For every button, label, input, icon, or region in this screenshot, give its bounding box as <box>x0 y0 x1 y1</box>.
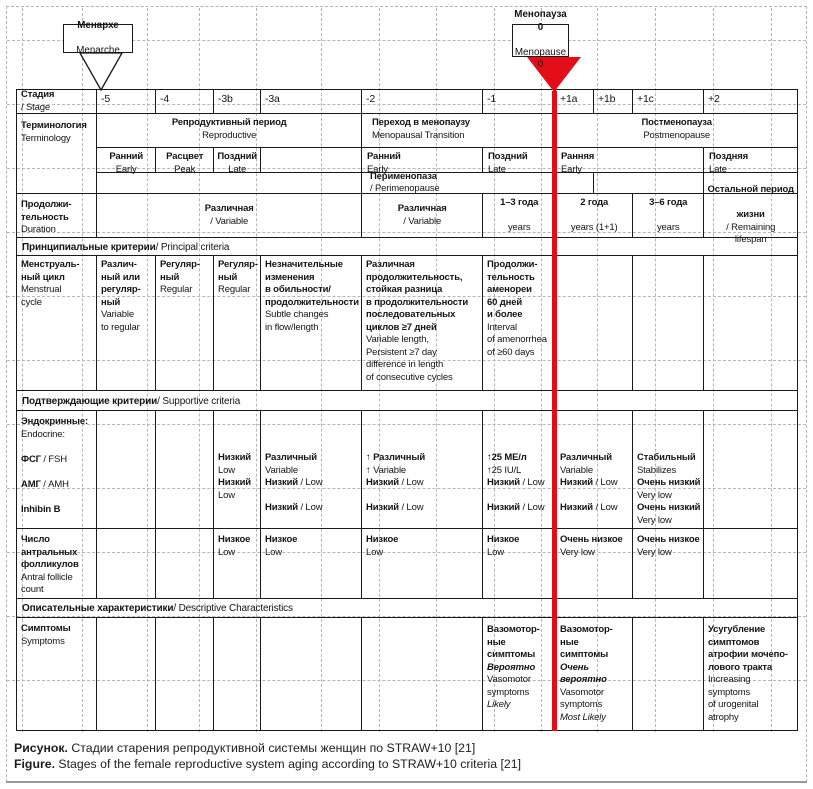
cell-sub-late-repro: Поздний Late <box>213 147 262 175</box>
cell-duration-2-years: 2 года years (1+1) <box>555 193 634 239</box>
empty-cell <box>555 255 634 392</box>
cell-sub-early-trans: Ранний Early <box>361 147 484 175</box>
caption-ru: Рисунок. Стадии старения репродуктивной … <box>14 741 476 755</box>
cell-sub-early-post: Ранняя Early <box>555 147 705 175</box>
cell-sub-peak: Расцвет Peak <box>155 147 215 175</box>
cell-antral-minus1: Низкое Low <box>482 528 557 600</box>
cell-antral-plus1c: Очень низкое Very low <box>632 528 705 600</box>
band-principal-criteria: Принципиальные критерии / Principal crit… <box>16 237 799 257</box>
cell-symptoms-plus2: Усугубление симптомов атрофии мочепо-ловог… <box>703 617 799 732</box>
figure-dashed-border <box>6 6 807 782</box>
cell-endocrine-label: Эндокринные: Endocrine: ФСГ / FSH АМГ / AMH… <box>16 410 98 530</box>
cell-sub-early-repro: Ранний Early <box>96 147 157 175</box>
cell-period-reproductive: Репродуктивный период Reproductive <box>96 113 363 149</box>
cell-sub-late-trans: Поздний Late <box>482 147 557 175</box>
cell-perimenopause: Перименопаза / Perimenopause <box>361 171 595 195</box>
empty-cell <box>260 617 363 732</box>
empty-cell <box>96 617 157 732</box>
empty-cell <box>632 617 705 732</box>
cell-menstrual-label: Менструаль-ный цикл Menstrual cycle <box>16 255 98 392</box>
menarche-callout: Менархе Menarche <box>63 20 133 56</box>
empty-cell <box>155 528 215 600</box>
cell-antral-label: Число антральных фолликулов Antral follicle… <box>16 528 98 600</box>
empty-cell <box>213 617 262 732</box>
stage-plus1c: +1c <box>632 89 705 115</box>
empty-cell <box>155 410 215 530</box>
cell-endocrine-plus1c: Стабильный Stabilizes Очень низкий Very low… <box>632 410 705 530</box>
cell-menstrual-minus5: Различ-ный или регуляр-ный Variable to regu… <box>96 255 157 392</box>
cell-period-postmenopause: Постменопауза Postmenopause <box>555 113 799 149</box>
empty-cell <box>96 528 157 600</box>
cell-endocrine-plus1ab: Различный Variable Низкий / Low Низкий / Lo… <box>555 410 634 530</box>
menopause-red-line <box>551 91 557 731</box>
cell-menstrual-minus1: Продолжи-тельность аменореи 60 дней и более… <box>482 255 557 392</box>
empty-cell <box>703 410 799 530</box>
stage-plus1a: +1a <box>555 89 595 115</box>
empty-cell <box>96 172 363 195</box>
cell-period-transition: Переход в менопаузу Menopausal Transition <box>361 113 557 149</box>
stage-minus1: -1 <box>482 89 557 115</box>
empty-cell <box>260 147 363 174</box>
menopause-callout: Менопауза 0 Menopause 0 <box>512 9 569 70</box>
caption-en: Figure. Stages of the female reproductiv… <box>14 757 522 771</box>
stage-minus4: -4 <box>155 89 215 115</box>
empty-cell <box>96 410 157 530</box>
band-supportive-criteria: Подтверждающие критерии / Supportive cri… <box>16 390 799 412</box>
stage-minus2: -2 <box>361 89 484 115</box>
cell-endocrine-minus2: ↑ Различный ↑ Variable Низкий / Low Низкий … <box>361 410 484 530</box>
band-descriptive-characteristics: Описательные характеристики / Descriptiv… <box>16 598 799 619</box>
cell-endocrine-minus3a: Различный Variable Низкий / Low Низкий / Lo… <box>260 410 363 530</box>
cell-duration-variable-repro: Различная / Variable <box>96 193 363 239</box>
cell-terminology-label: Терминология Terminology <box>16 113 98 195</box>
cell-menstrual-minus3a: Незначительные изменения в обильности/прод… <box>260 255 363 392</box>
stage-plus2: +2 <box>703 89 799 115</box>
cell-antral-minus2: Низкое Low <box>361 528 484 600</box>
cell-endocrine-minus3b: Низкий Low Низкий Low <box>213 410 262 530</box>
cell-duration-label: Продолжи-тельность Duration <box>16 193 98 239</box>
empty-cell <box>361 617 484 732</box>
cell-antral-minus3a: Низкое Low <box>260 528 363 600</box>
cell-endocrine-minus1: ↑25 МЕ/л ↑25 IU/L Низкий / Low Низкий / Low <box>482 410 557 530</box>
cell-menstrual-minus3b: Регуляр-ный Regular <box>213 255 262 392</box>
bottom-rule <box>6 781 807 783</box>
cell-antral-plus1ab: Очень низкое Very low <box>555 528 634 600</box>
empty-cell <box>703 528 799 600</box>
empty-cell <box>703 255 799 392</box>
cell-antral-minus3b: Низкое Low <box>213 528 262 600</box>
cell-menstrual-minus4: Регуляр-ный Regular <box>155 255 215 392</box>
empty-cell <box>593 172 705 195</box>
cell-duration-variable-trans: Различная / Variable <box>361 193 484 239</box>
cell-symptoms-plus1ab: Вазомотор-ные симптомы Очень вероятно Vasomo… <box>555 617 634 732</box>
empty-cell <box>632 255 705 392</box>
stage-minus3b: -3b <box>213 89 262 115</box>
stage-plus1b: +1b <box>593 89 634 115</box>
cell-symptoms-minus1: Вазомотор-ные симптомы Вероятно Vasomotor sy… <box>482 617 557 732</box>
cell-duration-1-3-years: 1–3 года years <box>482 193 557 239</box>
cell-sub-late-post: Поздняя Late <box>703 147 799 175</box>
cell-duration-remaining: Остальной период жизни / Remaining lifespa… <box>703 184 799 245</box>
menarche-pointer <box>78 52 124 92</box>
cell-duration-3-6-years: 3–6 года years <box>632 193 705 239</box>
empty-cell <box>155 617 215 732</box>
menopause-red-triangle <box>527 57 581 92</box>
cell-menstrual-minus2: Различная продолжительность, стойкая разни… <box>361 255 484 392</box>
cell-symptoms-label: Симптомы Symptoms <box>16 617 98 732</box>
stage-minus3a: -3a <box>260 89 363 115</box>
